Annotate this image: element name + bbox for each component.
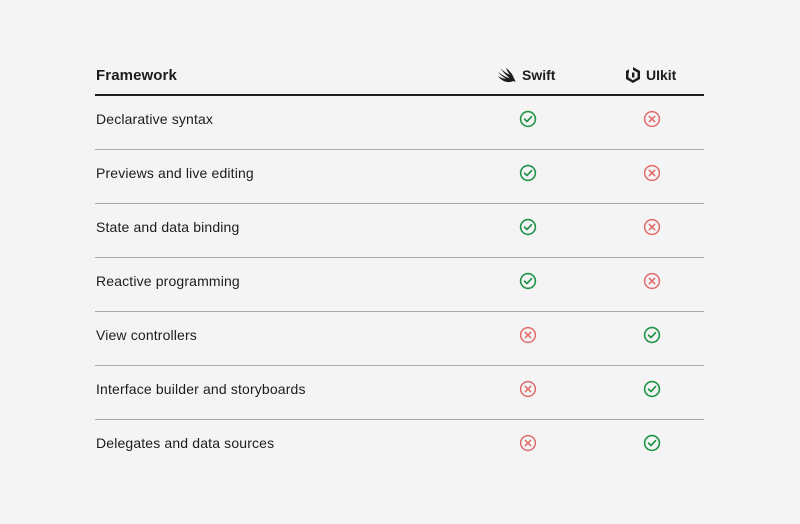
- table-row: View controllers: [95, 312, 704, 366]
- swift-column-header: Swift: [497, 65, 555, 85]
- swift-cross-icon: [519, 434, 537, 452]
- framework-comparison-table: Framework Swift UIkit Dec: [95, 58, 704, 473]
- framework-column-header: Framework: [96, 67, 177, 84]
- uikit-check-icon: [643, 434, 661, 452]
- feature-label: Delegates and data sources: [96, 435, 275, 451]
- uikit-cross-icon: [643, 110, 661, 128]
- table-row: Interface builder and storyboards: [95, 366, 704, 420]
- table-body: Declarative syntax Previews and live edit…: [95, 96, 704, 473]
- feature-label: View controllers: [96, 327, 197, 343]
- feature-label: Declarative syntax: [96, 111, 214, 127]
- table-row: Previews and live editing: [95, 150, 704, 204]
- feature-label: Interface builder and storyboards: [96, 381, 306, 397]
- uikit-column-label: UIkit: [646, 67, 677, 83]
- table-row: State and data binding: [95, 204, 704, 258]
- table-row: Delegates and data sources: [95, 420, 704, 473]
- swift-logo-icon: [497, 67, 517, 83]
- uikit-column-header: UIkit: [625, 65, 676, 85]
- feature-label: Reactive programming: [96, 273, 240, 289]
- feature-label: State and data binding: [96, 219, 240, 235]
- uikit-cross-icon: [643, 218, 661, 236]
- table-row: Reactive programming: [95, 258, 704, 312]
- swift-cross-icon: [519, 326, 537, 344]
- uikit-cross-icon: [643, 272, 661, 290]
- swift-check-icon: [519, 272, 537, 290]
- table-header: Framework Swift UIkit: [95, 58, 704, 96]
- table-row: Declarative syntax: [95, 96, 704, 150]
- uikit-check-icon: [643, 326, 661, 344]
- swift-column-label: Swift: [522, 67, 556, 83]
- swift-check-icon: [519, 164, 537, 182]
- uikit-cross-icon: [643, 164, 661, 182]
- uikit-check-icon: [643, 380, 661, 398]
- swift-check-icon: [519, 218, 537, 236]
- swift-cross-icon: [519, 380, 537, 398]
- swift-check-icon: [519, 110, 537, 128]
- uikit-logo-icon: [625, 66, 641, 84]
- feature-label: Previews and live editing: [96, 165, 254, 181]
